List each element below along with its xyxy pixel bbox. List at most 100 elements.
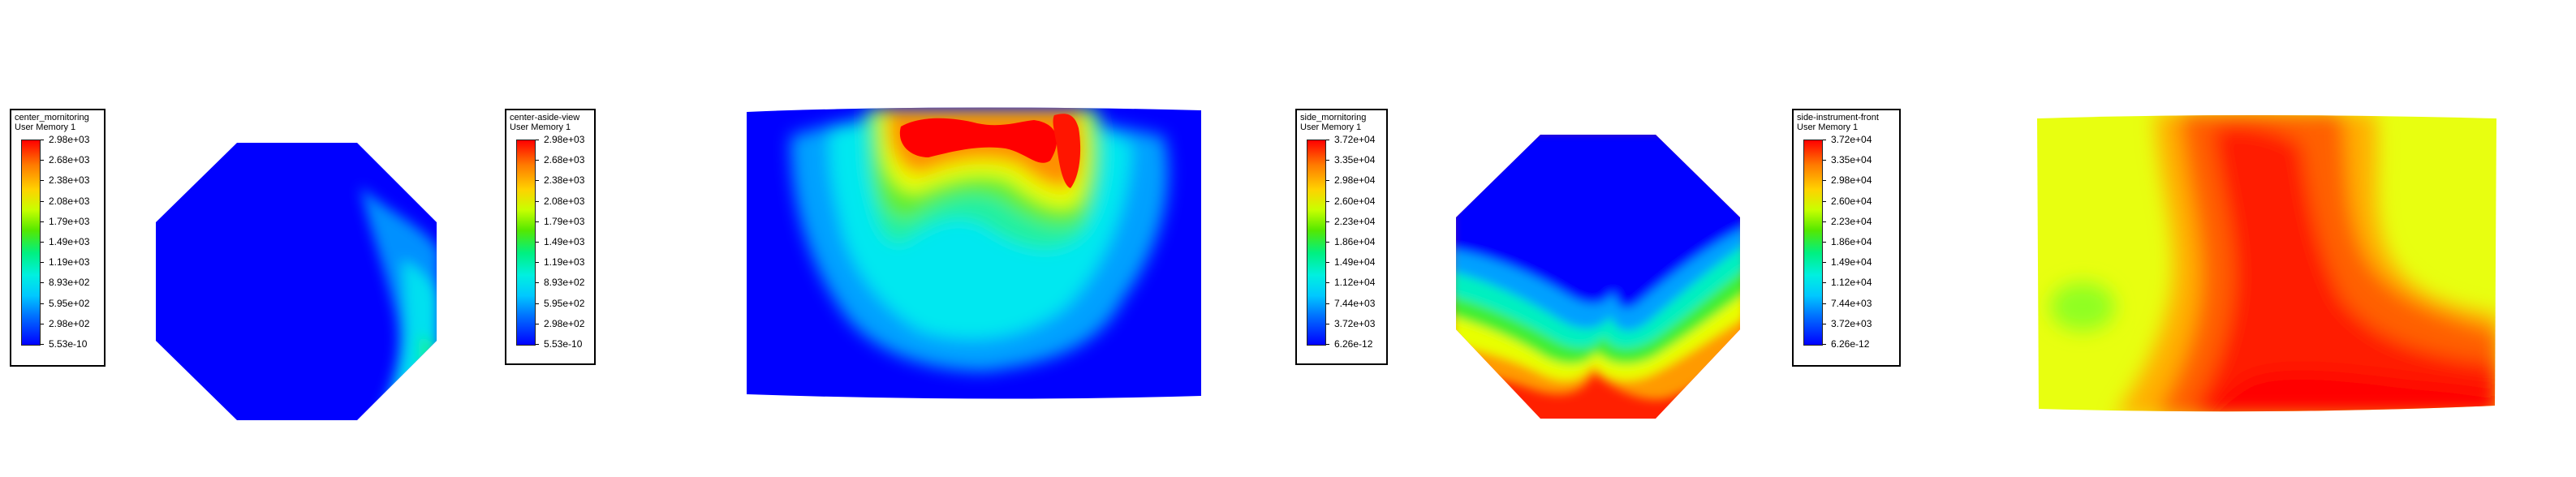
legend-tick-label: 2.98e+03 — [49, 134, 90, 145]
legend-tick-label: 5.53e-10 — [49, 338, 88, 350]
contour-plot-center-aside-view — [747, 107, 1201, 399]
legend-tick-label: 3.72e+03 — [1831, 318, 1872, 329]
legend-tick — [1823, 221, 1826, 222]
legend-title: side_mornitoring — [1300, 113, 1367, 122]
legend-tick-label: 3.72e+04 — [1831, 134, 1872, 145]
legend-tick-label: 7.44e+03 — [1334, 298, 1376, 309]
legend-tick — [1326, 201, 1329, 202]
legend-tick-label: 1.86e+04 — [1831, 236, 1872, 247]
legend-tick-label: 1.49e+04 — [1334, 256, 1376, 268]
legend-tick-label: 2.98e+02 — [544, 318, 585, 329]
legend-tick — [536, 160, 539, 161]
legend-tick — [1326, 262, 1329, 263]
legend-tick — [536, 201, 539, 202]
legend-tick — [1326, 282, 1329, 283]
legend-tick-label: 1.79e+03 — [49, 216, 90, 227]
legend-tick — [536, 262, 539, 263]
legend-tick-label: 1.49e+03 — [49, 236, 90, 247]
legend-tick — [1326, 160, 1329, 161]
legend-tick-label: 2.68e+03 — [49, 154, 90, 165]
legend-side-mornitoring: side_mornitoring User Memory 1 3.72e+04 3… — [1295, 109, 1388, 365]
legend-tick-label: 1.49e+04 — [1831, 256, 1872, 268]
legend-tick — [1326, 221, 1329, 222]
legend-tick-label: 1.12e+04 — [1334, 277, 1376, 288]
color-scale-bar — [21, 140, 41, 346]
legend-tick-label: 6.26e-12 — [1831, 338, 1870, 350]
legend-tick — [41, 262, 44, 263]
legend-tick-label: 1.19e+03 — [49, 256, 90, 268]
contour-plot-center-mornitoring — [156, 143, 437, 420]
legend-tick-label: 3.72e+03 — [1334, 318, 1376, 329]
legend-tick-label: 2.98e+02 — [49, 318, 90, 329]
legend-tick — [1326, 180, 1329, 181]
color-scale-bar — [1803, 140, 1823, 346]
legend-title: center_mornitoring — [15, 113, 89, 122]
legend-tick-label: 8.93e+02 — [544, 277, 585, 288]
legend-tick-label: 2.08e+03 — [544, 196, 585, 207]
legend-title: side-instrument-front — [1797, 113, 1879, 122]
legend-tick-label: 2.98e+04 — [1334, 174, 1376, 186]
legend-subtitle: User Memory 1 — [1797, 122, 1859, 132]
legend-tick — [1326, 344, 1329, 345]
legend-tick — [536, 180, 539, 181]
legend-subtitle: User Memory 1 — [510, 122, 571, 132]
legend-tick-label: 1.49e+03 — [544, 236, 585, 247]
legend-tick — [1823, 262, 1826, 263]
contour-plot-side-mornitoring — [1456, 135, 1740, 419]
legend-tick-label: 1.79e+03 — [544, 216, 585, 227]
legend-center-aside-view: center-aside-view User Memory 1 2.98e+03… — [505, 109, 596, 365]
legend-tick-label: 2.60e+04 — [1831, 196, 1872, 207]
legend-tick-label: 2.98e+04 — [1831, 174, 1872, 186]
legend-tick — [536, 282, 539, 283]
legend-tick — [536, 242, 539, 243]
legend-tick — [41, 180, 44, 181]
legend-tick-label: 2.23e+04 — [1831, 216, 1872, 227]
legend-tick-label: 5.95e+02 — [49, 298, 90, 309]
legend-title: center-aside-view — [510, 113, 580, 122]
legend-tick-label: 2.60e+04 — [1334, 196, 1376, 207]
legend-tick-label: 3.35e+04 — [1334, 154, 1376, 165]
legend-tick — [1823, 344, 1826, 345]
legend-tick — [1823, 242, 1826, 243]
legend-tick — [1823, 160, 1826, 161]
legend-tick — [536, 344, 539, 345]
legend-tick — [41, 221, 44, 222]
legend-tick-label: 3.35e+04 — [1831, 154, 1872, 165]
legend-tick — [1326, 242, 1329, 243]
legend-tick-label: 3.72e+04 — [1334, 134, 1376, 145]
legend-subtitle: User Memory 1 — [1300, 122, 1362, 132]
legend-tick — [1326, 303, 1329, 304]
legend-subtitle: User Memory 1 — [15, 122, 76, 132]
legend-tick — [536, 221, 539, 222]
legend-tick — [1823, 303, 1826, 304]
legend-tick-label: 1.12e+04 — [1831, 277, 1872, 288]
legend-tick — [41, 242, 44, 243]
legend-tick-label: 2.38e+03 — [544, 174, 585, 186]
legend-tick-label: 8.93e+02 — [49, 277, 90, 288]
color-scale-bar — [1307, 140, 1326, 346]
legend-tick — [41, 303, 44, 304]
legend-tick — [41, 160, 44, 161]
legend-tick-label: 2.68e+03 — [544, 154, 585, 165]
legend-tick-label: 1.86e+04 — [1334, 236, 1376, 247]
legend-tick-label: 2.38e+03 — [49, 174, 90, 186]
legend-center-mornitoring: center_mornitoring User Memory 1 2.98e+0… — [10, 109, 106, 367]
legend-tick — [1823, 282, 1826, 283]
legend-tick — [1823, 201, 1826, 202]
legend-tick — [41, 282, 44, 283]
legend-tick-label: 5.95e+02 — [544, 298, 585, 309]
legend-tick — [536, 303, 539, 304]
contour-plot-side-instrument-front — [2037, 115, 2496, 412]
color-scale-bar — [516, 140, 536, 346]
legend-tick-label: 7.44e+03 — [1831, 298, 1872, 309]
legend-tick-label: 1.19e+03 — [544, 256, 585, 268]
legend-tick-label: 2.23e+04 — [1334, 216, 1376, 227]
legend-tick — [1823, 180, 1826, 181]
legend-tick — [41, 344, 44, 345]
legend-side-instrument-front: side-instrument-front User Memory 1 3.72… — [1792, 109, 1901, 367]
legend-tick-label: 2.98e+03 — [544, 134, 585, 145]
legend-tick — [41, 201, 44, 202]
legend-tick-label: 6.26e-12 — [1334, 338, 1373, 350]
legend-tick-label: 2.08e+03 — [49, 196, 90, 207]
legend-tick-label: 5.53e-10 — [544, 338, 583, 350]
